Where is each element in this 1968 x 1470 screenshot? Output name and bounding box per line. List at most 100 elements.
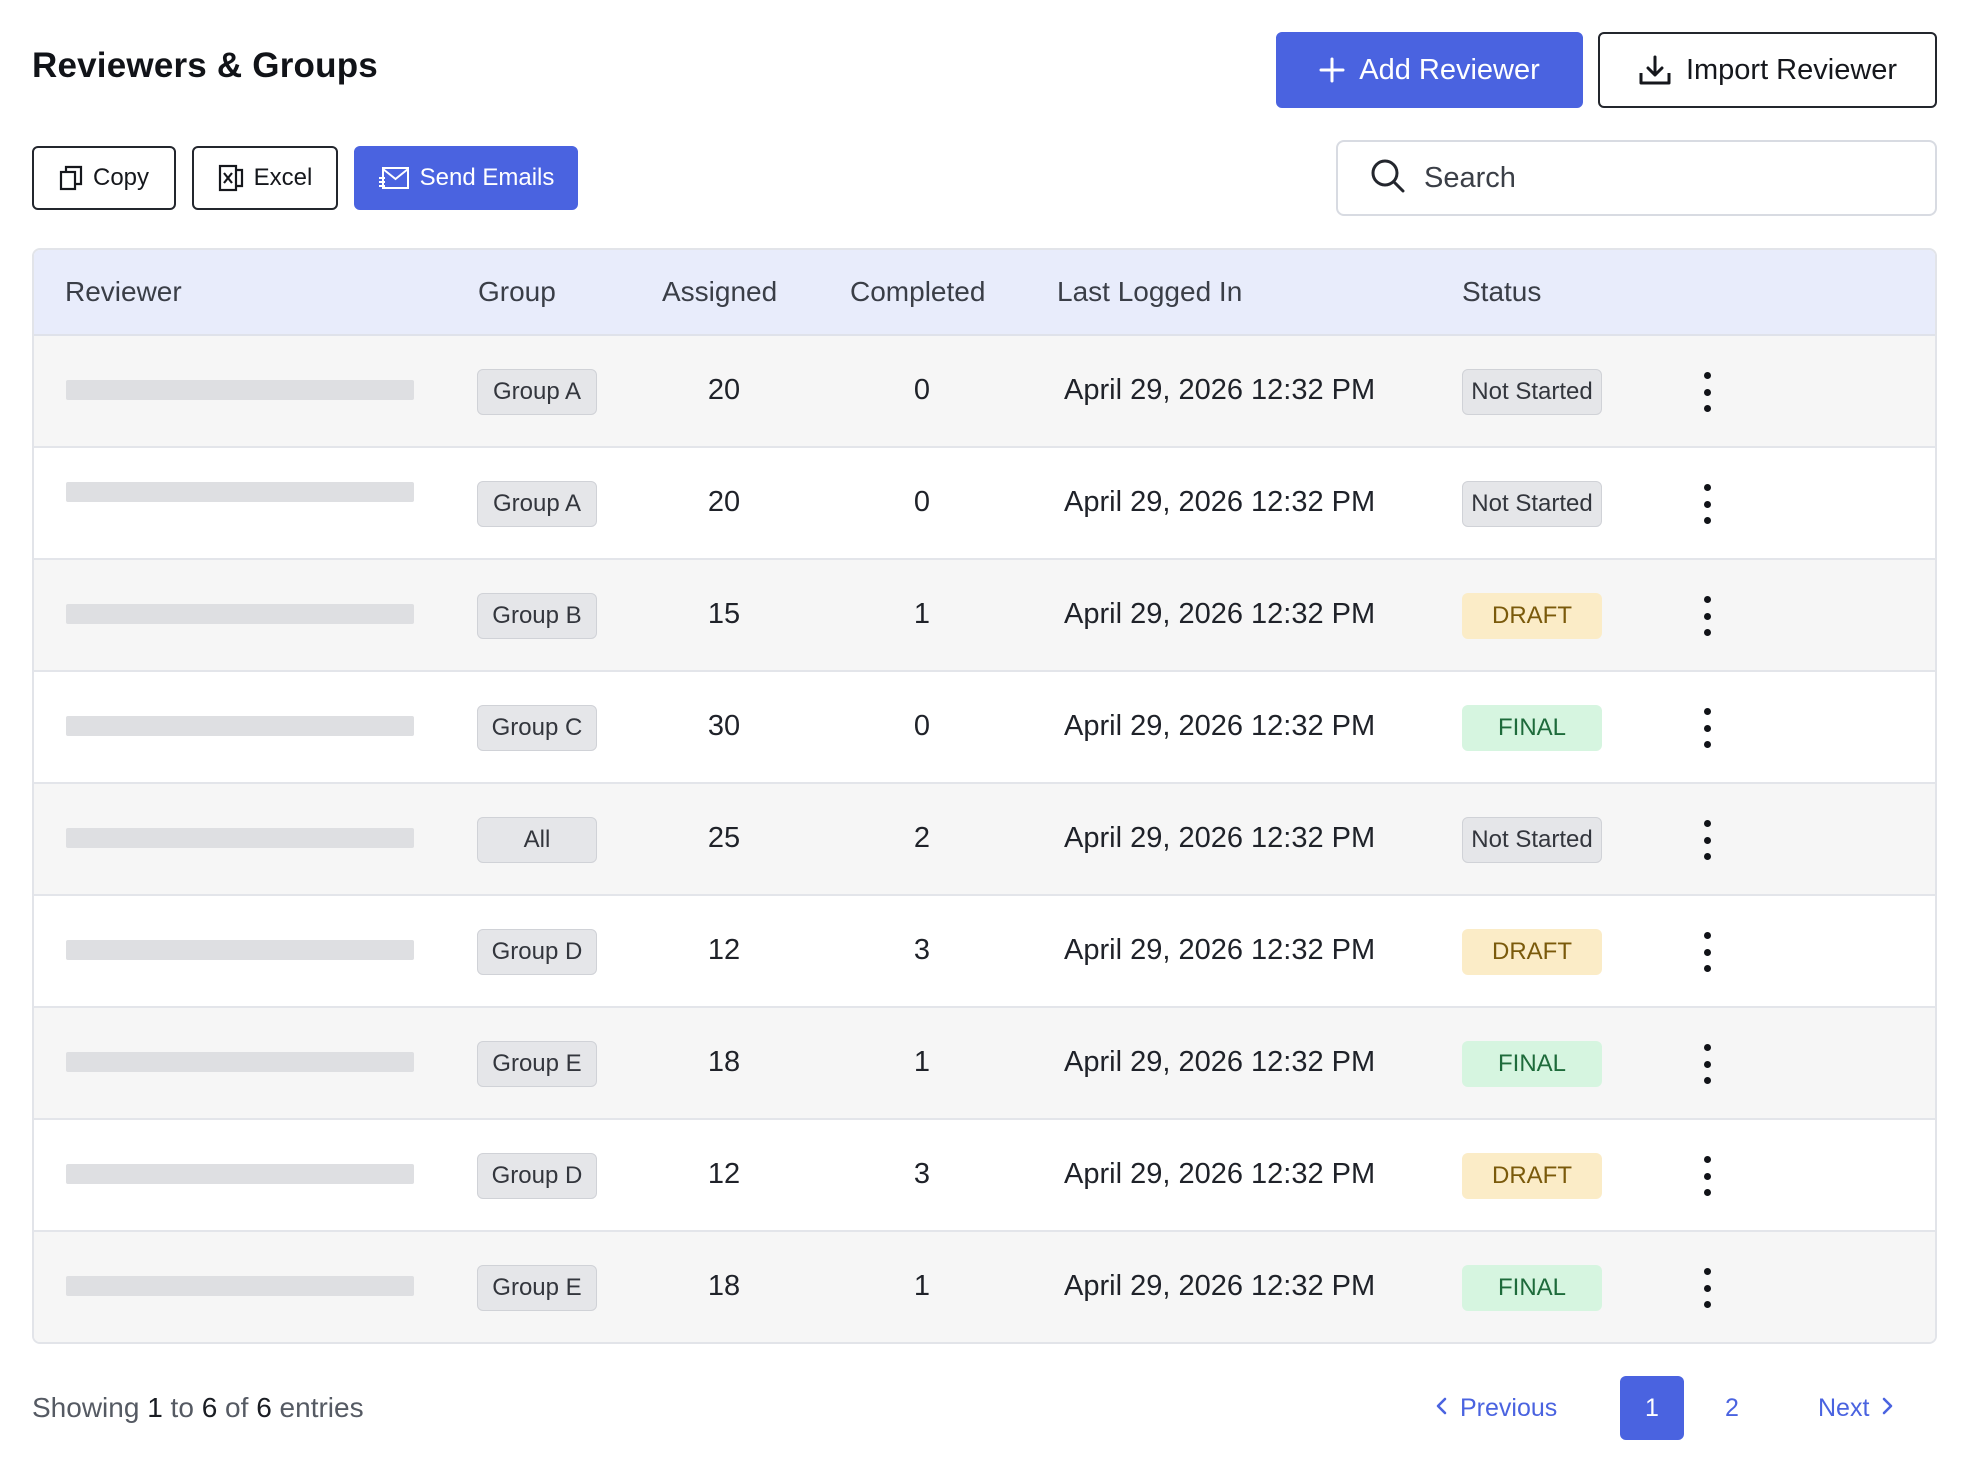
page-2-button[interactable]: 2 bbox=[1725, 1393, 1739, 1422]
completed-count: 3 bbox=[913, 934, 931, 966]
copy-button[interactable]: Copy bbox=[32, 146, 176, 210]
completed-count: 1 bbox=[913, 1046, 931, 1078]
kebab-menu-icon[interactable] bbox=[1694, 372, 1720, 412]
column-header-status[interactable]: Status bbox=[1462, 276, 1542, 307]
import-reviewer-label: Import Reviewer bbox=[1685, 53, 1898, 86]
last-logged-in: April 29, 2026 12:32 PM bbox=[1064, 934, 1376, 966]
previous-page-button[interactable]: Previous bbox=[1434, 1376, 1557, 1440]
table-row: Group D 12 3 April 29, 2026 12:32 PM DRAFT bbox=[34, 1120, 1935, 1232]
group-badge: Group E bbox=[477, 1041, 597, 1087]
table-row: All 25 2 April 29, 2026 12:32 PM Not Started bbox=[34, 784, 1935, 896]
plus-icon bbox=[1319, 57, 1345, 83]
reviewer-name-placeholder bbox=[66, 1276, 414, 1296]
last-logged-in: April 29, 2026 12:32 PM bbox=[1064, 822, 1376, 854]
send-emails-label: Send Emails bbox=[419, 164, 555, 191]
next-label: Next bbox=[1818, 1393, 1870, 1422]
chevron-right-icon bbox=[1881, 1394, 1895, 1423]
status-badge: FINAL bbox=[1462, 1265, 1602, 1311]
status-badge: Not Started bbox=[1462, 369, 1602, 415]
table-row: Group E 18 1 April 29, 2026 12:32 PM FINAL bbox=[34, 1008, 1935, 1120]
chevron-left-icon bbox=[1434, 1394, 1448, 1423]
assigned-count: 20 bbox=[707, 486, 741, 518]
kebab-menu-icon[interactable] bbox=[1694, 1044, 1720, 1084]
to-label: to bbox=[170, 1392, 194, 1423]
table-row: Group A 20 0 April 29, 2026 12:32 PM Not Sta… bbox=[34, 336, 1935, 448]
assigned-count: 20 bbox=[707, 374, 741, 406]
status-badge: DRAFT bbox=[1462, 929, 1602, 975]
last-logged-in: April 29, 2026 12:32 PM bbox=[1064, 598, 1376, 630]
group-badge: Group B bbox=[477, 593, 597, 639]
group-badge: Group A bbox=[477, 481, 597, 527]
next-page-button[interactable]: Next bbox=[1818, 1376, 1895, 1440]
status-badge: FINAL bbox=[1462, 1041, 1602, 1087]
completed-count: 1 bbox=[913, 1270, 931, 1302]
kebab-menu-icon[interactable] bbox=[1694, 820, 1720, 860]
add-reviewer-label: Add Reviewer bbox=[1359, 53, 1540, 86]
assigned-count: 30 bbox=[707, 710, 741, 742]
send-emails-button[interactable]: Send Emails bbox=[354, 146, 578, 210]
group-badge: Group C bbox=[477, 705, 597, 751]
range-from: 1 bbox=[147, 1392, 163, 1423]
kebab-menu-icon[interactable] bbox=[1694, 1156, 1720, 1196]
range-to: 6 bbox=[201, 1392, 218, 1423]
copy-icon bbox=[59, 165, 83, 191]
completed-count: 1 bbox=[913, 598, 931, 630]
group-badge: All bbox=[477, 817, 597, 863]
excel-icon bbox=[218, 164, 244, 192]
reviewer-name-placeholder bbox=[66, 380, 414, 400]
kebab-menu-icon[interactable] bbox=[1694, 596, 1720, 636]
of-label: of bbox=[225, 1392, 249, 1423]
status-badge: FINAL bbox=[1462, 705, 1602, 751]
completed-count: 2 bbox=[913, 822, 931, 854]
group-badge: Group D bbox=[477, 929, 597, 975]
last-logged-in: April 29, 2026 12:32 PM bbox=[1064, 710, 1376, 742]
reviewer-name-placeholder bbox=[66, 1164, 414, 1184]
import-reviewer-button[interactable]: Import Reviewer bbox=[1598, 32, 1937, 108]
table-row: Group B 15 1 April 29, 2026 12:32 PM DRAFT bbox=[34, 560, 1935, 672]
page-1-button[interactable]: 1 bbox=[1620, 1376, 1684, 1440]
excel-label: Excel bbox=[253, 164, 313, 191]
add-reviewer-button[interactable]: Add Reviewer bbox=[1276, 32, 1583, 108]
status-badge: Not Started bbox=[1462, 481, 1602, 527]
group-badge: Group D bbox=[477, 1153, 597, 1199]
status-badge: DRAFT bbox=[1462, 593, 1602, 639]
assigned-count: 25 bbox=[707, 822, 741, 854]
download-icon bbox=[1638, 54, 1672, 86]
table-row: Group C 30 0 April 29, 2026 12:32 PM FINAL bbox=[34, 672, 1935, 784]
last-logged-in: April 29, 2026 12:32 PM bbox=[1064, 1158, 1376, 1190]
search-box[interactable] bbox=[1336, 140, 1937, 216]
last-logged-in: April 29, 2026 12:32 PM bbox=[1064, 486, 1376, 518]
search-input[interactable] bbox=[1424, 161, 1864, 195]
table-row: Group E 18 1 April 29, 2026 12:32 PM FINAL bbox=[34, 1232, 1935, 1342]
group-badge: Group A bbox=[477, 369, 597, 415]
table-header: Reviewer Group Assigned Completed Last L… bbox=[34, 250, 1935, 336]
search-icon bbox=[1370, 158, 1406, 199]
column-header-assigned[interactable]: Assigned bbox=[662, 276, 778, 307]
kebab-menu-icon[interactable] bbox=[1694, 484, 1720, 524]
excel-button[interactable]: Excel bbox=[192, 146, 338, 210]
group-badge: Group E bbox=[477, 1265, 597, 1311]
kebab-menu-icon[interactable] bbox=[1694, 932, 1720, 972]
reviewer-name-placeholder bbox=[66, 1052, 414, 1072]
status-badge: Not Started bbox=[1462, 817, 1602, 863]
column-header-reviewer[interactable]: Reviewer bbox=[65, 276, 182, 307]
previous-label: Previous bbox=[1460, 1393, 1558, 1422]
reviewer-name-placeholder bbox=[66, 828, 414, 848]
reviewer-name-placeholder bbox=[66, 604, 414, 624]
column-header-group[interactable]: Group bbox=[478, 276, 556, 307]
reviewer-name-placeholder bbox=[66, 940, 414, 960]
last-logged-in: April 29, 2026 12:32 PM bbox=[1064, 1046, 1376, 1078]
mail-icon bbox=[378, 166, 410, 190]
column-header-last-logged-in[interactable]: Last Logged In bbox=[1057, 276, 1243, 307]
completed-count: 0 bbox=[913, 374, 931, 406]
completed-count: 3 bbox=[913, 1158, 931, 1190]
completed-count: 0 bbox=[913, 710, 931, 742]
kebab-menu-icon[interactable] bbox=[1694, 708, 1720, 748]
last-logged-in: April 29, 2026 12:32 PM bbox=[1064, 1270, 1376, 1302]
reviewer-name-placeholder bbox=[66, 716, 414, 736]
kebab-menu-icon[interactable] bbox=[1694, 1268, 1720, 1308]
column-header-completed[interactable]: Completed bbox=[850, 276, 986, 307]
total-count: 6 bbox=[256, 1392, 272, 1423]
last-logged-in: April 29, 2026 12:32 PM bbox=[1064, 374, 1376, 406]
copy-label: Copy bbox=[92, 164, 150, 191]
